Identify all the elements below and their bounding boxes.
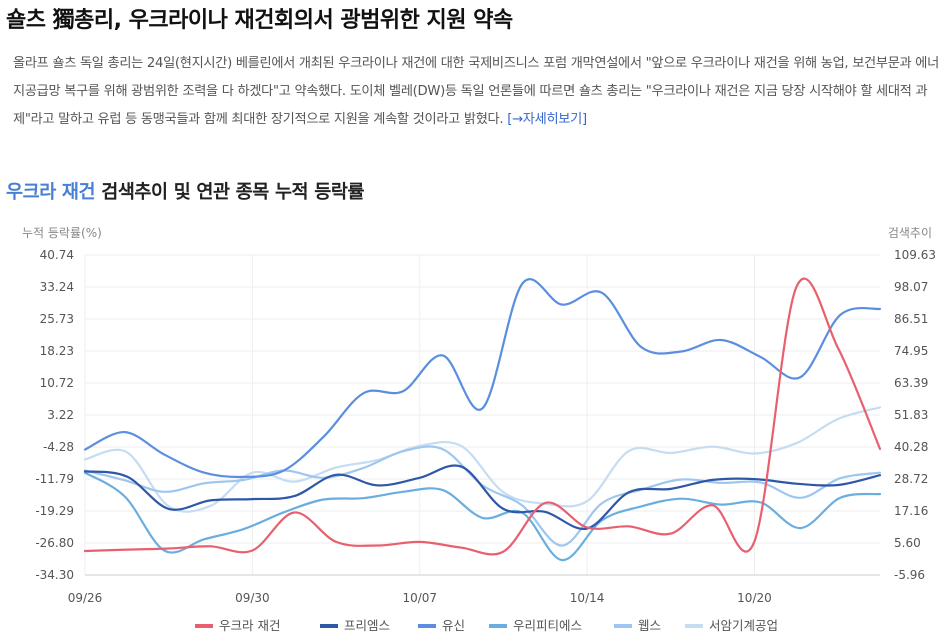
legend-swatch-2[interactable] <box>418 624 436 628</box>
left-axis-label: 누적 등락률(%) <box>22 226 102 240</box>
left-tick-label: -19.29 <box>35 504 74 518</box>
news-summary: 올라프 숄츠 독일 총리는 24일(현지시간) 베를린에서 개최된 우크라이나 … <box>13 50 945 134</box>
legend-swatch-3[interactable] <box>489 624 507 628</box>
x-tick-label: 09/30 <box>235 591 270 605</box>
right-tick-label: 98.07 <box>894 280 928 294</box>
left-tick-label: 40.74 <box>40 248 74 262</box>
right-tick-label: 51.83 <box>894 408 928 422</box>
series-line-0 <box>83 277 882 556</box>
left-tick-label: 10.72 <box>40 376 74 390</box>
legend-label-1[interactable]: 프리엠스 <box>344 618 390 633</box>
left-tick-label: 25.73 <box>40 312 74 326</box>
right-tick-label: 74.95 <box>894 344 928 358</box>
legend-swatch-4[interactable] <box>614 624 632 628</box>
left-tick-label: -26.80 <box>35 536 74 550</box>
left-tick-label: 3.22 <box>47 408 74 422</box>
series-line-5 <box>83 406 882 513</box>
legend-label-3[interactable]: 우리피티에스 <box>513 618 582 633</box>
legend-swatch-5[interactable] <box>685 624 703 628</box>
x-tick-label: 09/26 <box>68 591 103 605</box>
right-tick-label: 40.28 <box>894 440 928 454</box>
series-line-1 <box>83 464 882 530</box>
right-tick-label: 17.16 <box>894 504 928 518</box>
series-line-3 <box>83 471 882 562</box>
legend-label-4[interactable]: 웹스 <box>638 618 661 633</box>
chart-title-keyword: 우크라 재건 <box>6 182 96 203</box>
right-axis-label: 검색추이 <box>888 226 932 240</box>
right-tick-label: 5.60 <box>894 536 921 550</box>
chart-title-rest: 검색추이 및 연관 종목 누적 등락률 <box>95 182 365 203</box>
summary-text: 올라프 숄츠 독일 총리는 24일(현지시간) 베를린에서 개최된 우크라이나 … <box>13 56 939 127</box>
right-tick-label: 63.39 <box>894 376 928 390</box>
legend-label-2[interactable]: 유신 <box>442 618 465 633</box>
left-tick-label: 18.23 <box>40 344 74 358</box>
left-tick-label: -11.79 <box>35 472 74 486</box>
right-tick-label: 109.63 <box>894 248 936 262</box>
more-link[interactable]: [→자세히보기] <box>507 112 587 127</box>
legend-swatch-1[interactable] <box>320 624 338 628</box>
chart-title: 우크라 재건 검색추이 및 연관 종목 누적 등락률 <box>6 178 364 204</box>
left-tick-label: 33.24 <box>40 280 74 294</box>
x-tick-label: 10/07 <box>402 591 437 605</box>
legend-swatch-0[interactable] <box>195 624 213 628</box>
headline: 숄츠 獨총리, 우크라이나 재건회의서 광범위한 지원 약속 <box>6 8 513 33</box>
legend-label-0[interactable]: 우크라 재건 <box>219 618 280 633</box>
x-tick-label: 10/14 <box>570 591 605 605</box>
legend-label-5[interactable]: 서암기계공업 <box>709 618 778 633</box>
right-tick-label: 86.51 <box>894 312 928 326</box>
series-line-4 <box>83 445 882 547</box>
series-line-2 <box>83 278 882 479</box>
line-chart: 누적 등락률(%) 검색추이 40.74 33.24 25.73 18.23 10.72 3.… <box>22 226 936 633</box>
left-tick-label: -34.30 <box>35 568 74 582</box>
x-tick-label: 10/20 <box>737 591 772 605</box>
right-tick-label: 28.72 <box>894 472 928 486</box>
left-tick-label: -4.28 <box>43 440 74 454</box>
right-tick-label: -5.96 <box>894 568 925 582</box>
